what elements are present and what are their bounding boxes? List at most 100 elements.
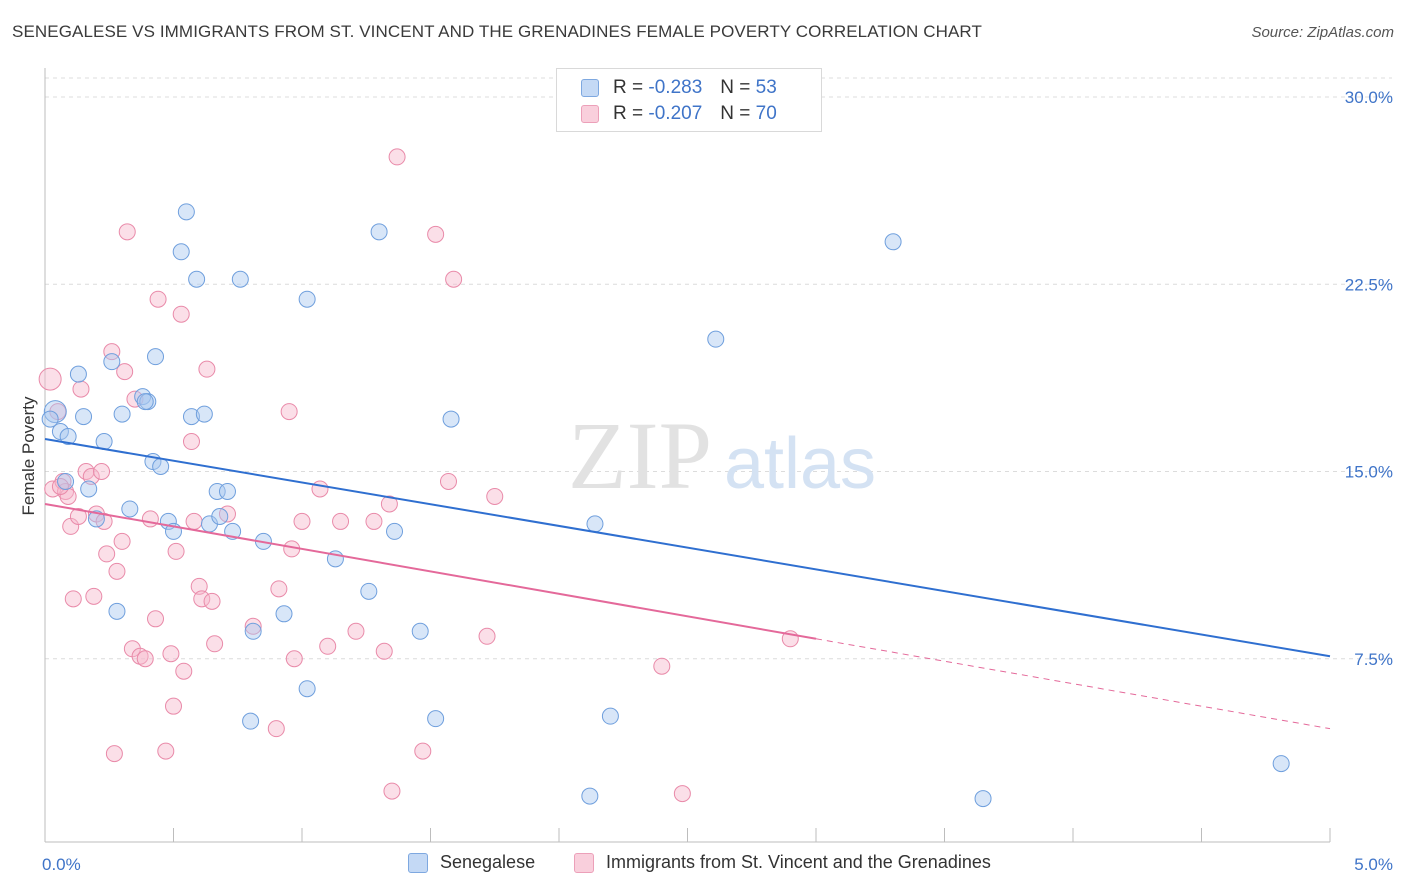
series-legend: Senegalese Immigrants from St. Vincent a…: [0, 852, 1406, 878]
legend-r-value: -0.283: [648, 77, 703, 98]
legend-n-label: N =: [720, 77, 751, 98]
immigrants-point: [149, 290, 167, 308]
legend-item-immigrants[interactable]: Immigrants from St. Vincent and the Gren…: [574, 852, 991, 873]
immigrants-point: [118, 223, 136, 241]
immigrants-point: [105, 745, 123, 763]
immigrants-point: [82, 467, 100, 485]
immigrants-point: [653, 657, 671, 675]
legend-n-label: N =: [720, 103, 751, 124]
senegalese-point: [974, 790, 992, 808]
immigrants-point: [103, 343, 121, 361]
senegalese-point: [121, 500, 139, 518]
immigrants-point: [64, 590, 82, 608]
senegalese-point: [411, 622, 429, 640]
senegalese-point: [242, 712, 260, 730]
senegalese-point: [370, 223, 388, 241]
immigrants-point: [285, 650, 303, 668]
immigrants-point: [203, 592, 221, 610]
senegalese-point: [601, 707, 619, 725]
senegalese-point: [707, 330, 725, 348]
immigrants-point: [347, 622, 365, 640]
senegalese-point: [177, 203, 195, 221]
immigrants-point: [165, 697, 182, 715]
immigrants-point: [193, 590, 211, 608]
senegalese-point: [43, 400, 67, 424]
senegalese-point: [386, 522, 404, 540]
immigrants-point: [673, 785, 691, 803]
legend-r-value: -0.207: [648, 103, 703, 124]
immigrants-point: [427, 225, 445, 243]
senegalese-point: [75, 408, 93, 426]
chart-source: Source: ZipAtlas.com: [1251, 24, 1394, 41]
immigrants-point: [162, 645, 180, 663]
grid-lines: [45, 77, 1392, 660]
senegalese-trend-line: [44, 438, 1331, 658]
immigrants-point: [267, 720, 285, 738]
immigrants-point: [332, 512, 350, 530]
y-tick-label: 22.5%: [1345, 275, 1393, 294]
immigrants-point: [365, 512, 383, 530]
senegalese-point: [57, 472, 75, 490]
immigrants-point: [72, 380, 90, 398]
immigrants-point: [206, 635, 224, 653]
immigrants-point: [147, 610, 165, 628]
legend-swatch-immigrants: [581, 105, 599, 123]
legend-label-senegalese: Senegalese: [440, 852, 536, 872]
immigrants-point: [270, 580, 288, 598]
immigrants-point: [445, 270, 463, 288]
senegalese-point: [442, 410, 460, 428]
tick-labels: 7.5% 15.0% 22.5% 30.0% 0.0% 5.0%: [42, 88, 1393, 874]
senegalese-points: [41, 203, 1290, 808]
immigrants-point: [486, 487, 504, 505]
legend-r-label: R =: [613, 77, 644, 98]
watermark-atlas: atlas: [724, 424, 876, 504]
immigrants-point: [190, 577, 208, 595]
immigrants-point: [311, 480, 329, 498]
immigrants-point: [175, 662, 193, 680]
immigrants-point: [293, 512, 311, 530]
y-tick-label: 7.5%: [1354, 650, 1393, 669]
legend-item-senegalese[interactable]: Senegalese: [408, 852, 535, 873]
immigrants-point: [198, 360, 216, 378]
senegalese-point: [147, 348, 165, 366]
senegalese-point: [113, 405, 131, 423]
senegalese-point: [1272, 755, 1290, 773]
immigrants-point: [414, 742, 432, 760]
immigrants-point: [182, 433, 200, 451]
x-tick-label: 0.0%: [42, 855, 81, 874]
immigrants-point: [439, 472, 457, 490]
immigrants-point: [172, 305, 190, 323]
senegalese-point: [360, 582, 378, 600]
immigrants-trend-extension: [815, 638, 1331, 730]
watermark-zip: ZIP: [568, 402, 712, 509]
immigrants-point: [98, 545, 116, 563]
immigrants-point: [280, 403, 298, 421]
immigrants-point: [383, 782, 401, 800]
immigrants-point: [141, 510, 159, 528]
senegalese-point: [182, 408, 200, 426]
immigrants-point: [167, 542, 185, 560]
senegalese-point: [244, 622, 262, 640]
senegalese-point: [231, 270, 249, 288]
senegalese-point: [211, 507, 229, 525]
immigrants-points: [38, 148, 799, 803]
senegalese-point: [884, 233, 902, 251]
senegalese-point: [41, 410, 59, 428]
legend-row-senegalese: R = -0.283 N = 53: [581, 76, 777, 100]
senegalese-point: [172, 243, 190, 261]
chart-title: SENEGALESE VS IMMIGRANTS FROM ST. VINCEN…: [12, 22, 982, 41]
senegalese-point: [108, 602, 126, 620]
immigrants-point: [157, 742, 175, 760]
senegalese-point: [103, 353, 121, 371]
senegalese-point: [427, 710, 445, 728]
immigrants-point: [388, 148, 406, 166]
senegalese-point: [298, 290, 316, 308]
watermark: ZIP atlas: [568, 402, 876, 509]
immigrants-point: [77, 463, 95, 480]
immigrants-point: [69, 507, 87, 525]
legend-swatch-immigrants: [574, 852, 594, 873]
senegalese-point: [275, 605, 293, 623]
senegalese-point: [87, 510, 105, 528]
immigrants-trend-line: [44, 502, 817, 640]
immigrants-point: [136, 650, 154, 668]
